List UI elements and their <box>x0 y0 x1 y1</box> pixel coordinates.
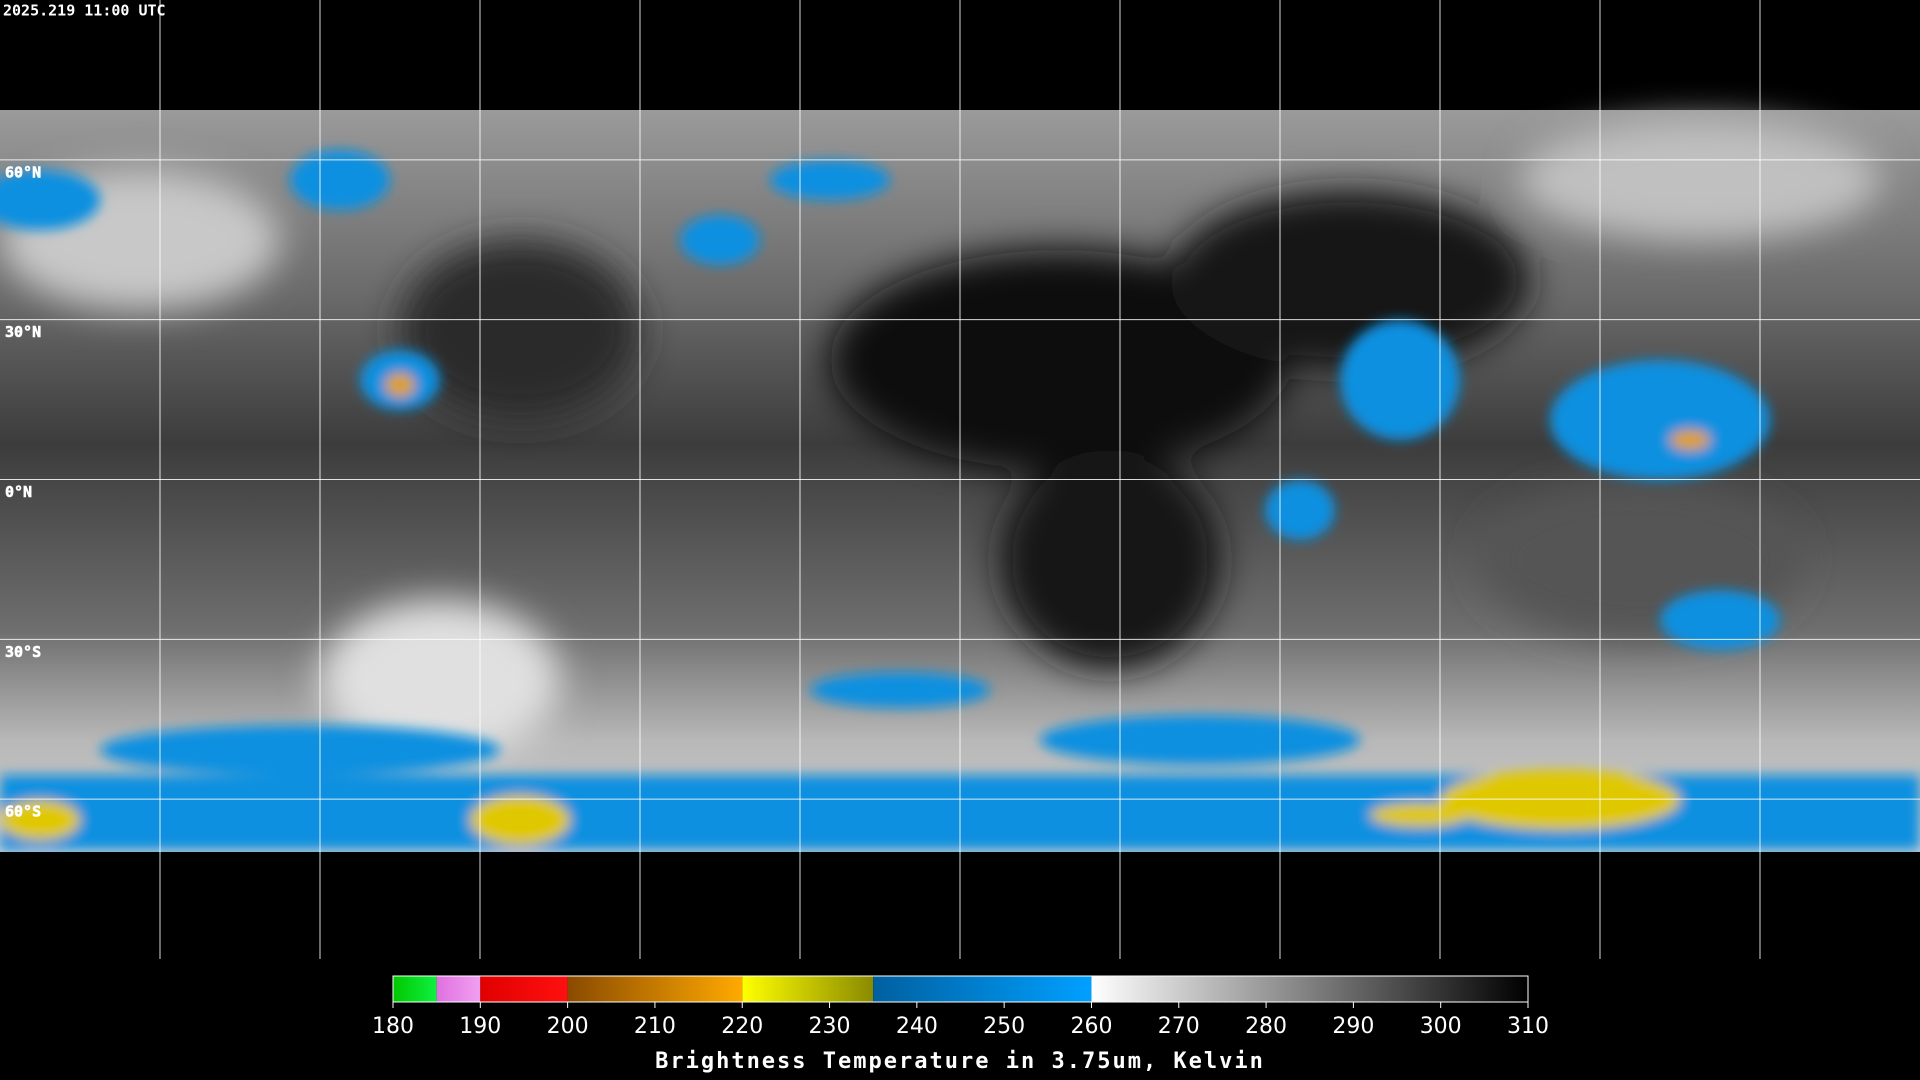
colorbar-tick-label: 200 <box>547 1014 589 1039</box>
colorbar-title: Brightness Temperature in 3.75um, Kelvin <box>655 1049 1265 1074</box>
colorbar-tick-label: 230 <box>809 1014 851 1039</box>
colorbar-tick-label: 290 <box>1332 1014 1374 1039</box>
colorbar-tick-label: 240 <box>896 1014 938 1039</box>
colorbar-tick-label: 300 <box>1420 1014 1462 1039</box>
graticule: 60°N 30°N 0°N 30°S 60°S <box>0 0 1920 959</box>
colorbar-tick-label: 250 <box>983 1014 1025 1039</box>
colorbar-tick-label: 210 <box>634 1014 676 1039</box>
latitude-label: 0°N <box>5 483 32 501</box>
colorbar-tick-label: 190 <box>459 1014 501 1039</box>
latitude-label: 30°S <box>5 643 41 661</box>
colorbar-frame <box>392 975 1529 1003</box>
colorbar-segment <box>567 976 743 1002</box>
colorbar-segment <box>742 976 874 1002</box>
colorbar-tick-label: 270 <box>1158 1014 1200 1039</box>
latitude-label: 60°N <box>5 163 41 181</box>
latitude-label: 30°N <box>5 323 41 341</box>
colorbar-segment <box>873 976 1092 1002</box>
latitude-label: 60°S <box>5 803 41 821</box>
colorbar-tick-label: 180 <box>372 1014 414 1039</box>
colorbar-segment <box>1091 976 1528 1002</box>
colorbar-segment <box>393 976 437 1002</box>
colorbar-tick-label: 280 <box>1245 1014 1287 1039</box>
colorbar-segment <box>436 976 481 1002</box>
colorbar-tick-label: 220 <box>721 1014 763 1039</box>
colorbar: Brightness Temperature in 3.75um, Kelvin… <box>372 975 1549 1074</box>
colorbar-segment <box>480 976 568 1002</box>
colorbar-tick-label: 310 <box>1507 1014 1549 1039</box>
timestamp: 2025.219 11:00 UTC <box>3 2 166 20</box>
colorbar-tick-label: 260 <box>1070 1014 1112 1039</box>
